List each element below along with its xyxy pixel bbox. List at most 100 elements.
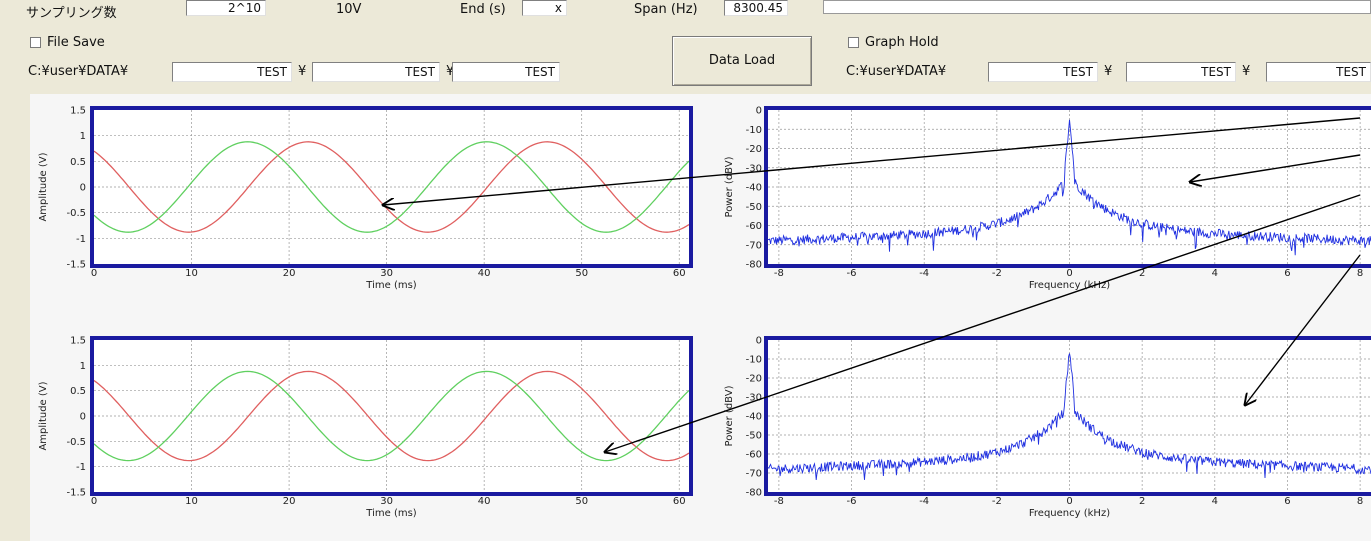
freq-ytick-label: -10 bbox=[746, 125, 762, 136]
freq-ytick-label: -30 bbox=[746, 393, 762, 404]
file-save-sep-1: ¥ bbox=[298, 64, 307, 79]
time-ytick-label: -1.5 bbox=[66, 260, 86, 271]
freq-ytick-label: -80 bbox=[746, 260, 762, 271]
time-xtick-label: 20 bbox=[283, 496, 296, 507]
freq-ytick-label: -60 bbox=[746, 221, 762, 232]
file-save-field-1[interactable]: TEST bbox=[172, 62, 292, 82]
freq-ytick-label: -40 bbox=[746, 412, 762, 423]
data-load-button[interactable]: Data Load bbox=[672, 36, 812, 86]
span-field[interactable]: 8300.45 bbox=[724, 0, 788, 16]
freq-xtick-label: -4 bbox=[919, 496, 929, 507]
time-ytick-label: 1 bbox=[80, 131, 86, 142]
sampling-field[interactable]: 2^10 bbox=[186, 0, 266, 16]
graph-hold-path-label: C:¥user¥DATA¥ bbox=[846, 64, 947, 79]
time-xtick-label: 60 bbox=[673, 268, 686, 279]
time-series-line-1 bbox=[93, 370, 690, 462]
time-ytick-label: 0 bbox=[80, 412, 86, 423]
time-series-line-2 bbox=[93, 370, 690, 462]
freq-series-line bbox=[767, 119, 1371, 256]
sampling-label: サンプリング数 bbox=[26, 6, 117, 21]
graph-hold-checkbox-box[interactable] bbox=[848, 37, 859, 48]
time-ytick-label: 0.5 bbox=[70, 157, 86, 168]
annotation-arrow-3 bbox=[605, 194, 1361, 452]
freq-ylabel: Power (dBV) bbox=[724, 385, 735, 446]
freq-ytick-label: 0 bbox=[756, 106, 762, 117]
end-field[interactable]: x bbox=[522, 0, 567, 16]
time-xtick-label: 30 bbox=[380, 496, 393, 507]
freq-xtick-label: -2 bbox=[992, 268, 1002, 279]
time-xlabel: Time (ms) bbox=[365, 508, 417, 519]
freq-xlabel: Frequency (kHz) bbox=[1029, 508, 1110, 519]
file-save-label: File Save bbox=[47, 35, 105, 50]
file-save-field-2[interactable]: TEST bbox=[312, 62, 440, 82]
freq-ytick-label: -50 bbox=[746, 431, 762, 442]
freq-ytick-label: -40 bbox=[746, 183, 762, 194]
graph-hold-label: Graph Hold bbox=[865, 35, 939, 50]
freq-ytick-label: -70 bbox=[746, 240, 762, 251]
time-xtick-label: 30 bbox=[380, 268, 393, 279]
freq-xtick-label: 2 bbox=[1139, 496, 1145, 507]
time-ytick-label: 1.5 bbox=[70, 106, 86, 117]
freq-xtick-label: 2 bbox=[1139, 268, 1145, 279]
freq-xtick-label: 8 bbox=[1357, 268, 1363, 279]
freq-xtick-label: 0 bbox=[1066, 496, 1072, 507]
time-xlabel: Time (ms) bbox=[365, 280, 417, 291]
time-xtick-label: 40 bbox=[478, 496, 491, 507]
freq-xtick-label: 6 bbox=[1284, 496, 1290, 507]
time-ytick-label: -1 bbox=[76, 462, 86, 473]
time-ytick-label: 1 bbox=[80, 361, 86, 372]
end-label: End (s) bbox=[460, 2, 506, 17]
time-xtick-label: 0 bbox=[91, 496, 97, 507]
time-xtick-label: 60 bbox=[673, 496, 686, 507]
freq-xtick-label: -8 bbox=[774, 496, 784, 507]
freq-xtick-label: 0 bbox=[1066, 268, 1072, 279]
freq-ytick-label: -80 bbox=[746, 488, 762, 499]
time-xtick-label: 0 bbox=[91, 268, 97, 279]
span-label: Span (Hz) bbox=[634, 2, 698, 17]
time-ylabel: Amplitude (V) bbox=[38, 152, 49, 221]
time-xtick-label: 20 bbox=[283, 268, 296, 279]
freq-xtick-label: 4 bbox=[1212, 268, 1218, 279]
time-ytick-label: 1.5 bbox=[70, 336, 86, 347]
annotation-arrow-1 bbox=[383, 117, 1361, 205]
freq-xtick-label: -6 bbox=[847, 268, 857, 279]
time-xtick-label: 40 bbox=[478, 268, 491, 279]
freq-xtick-label: -6 bbox=[847, 496, 857, 507]
freq-xtick-label: -4 bbox=[919, 268, 929, 279]
file-save-field-3[interactable]: TEST bbox=[452, 62, 560, 82]
time-ytick-label: -1.5 bbox=[66, 488, 86, 499]
freq-xtick-label: 8 bbox=[1357, 496, 1363, 507]
freq-ytick-label: -10 bbox=[746, 355, 762, 366]
freq-ytick-label: -20 bbox=[746, 144, 762, 155]
time-plot-frame-2 bbox=[90, 336, 693, 496]
file-save-checkbox[interactable]: File Save bbox=[30, 35, 105, 50]
freq-xtick-label: -8 bbox=[774, 268, 784, 279]
time-ytick-label: -0.5 bbox=[66, 208, 86, 219]
file-save-checkbox-box[interactable] bbox=[30, 37, 41, 48]
freq-ytick-label: -70 bbox=[746, 469, 762, 480]
time-series-line-2 bbox=[93, 141, 690, 233]
time-ytick-label: 0.5 bbox=[70, 386, 86, 397]
graph-hold-field-3[interactable]: TEST bbox=[1266, 62, 1371, 82]
graph-hold-sep-2: ¥ bbox=[1242, 64, 1251, 79]
time-ytick-label: -0.5 bbox=[66, 437, 86, 448]
graph-hold-checkbox[interactable]: Graph Hold bbox=[848, 35, 939, 50]
range-value: 10V bbox=[336, 2, 362, 17]
annotation-arrow-2 bbox=[1190, 154, 1361, 182]
annotation-arrow-4 bbox=[1245, 254, 1361, 405]
time-xtick-label: 10 bbox=[185, 268, 198, 279]
freq-xtick-label: -2 bbox=[992, 496, 1002, 507]
freq-xtick-label: 6 bbox=[1284, 268, 1290, 279]
freq-ytick-label: -20 bbox=[746, 374, 762, 385]
time-xtick-label: 50 bbox=[575, 496, 588, 507]
time-ytick-label: 0 bbox=[80, 183, 86, 194]
freq-xlabel: Frequency (kHz) bbox=[1029, 280, 1110, 291]
graph-hold-field-1[interactable]: TEST bbox=[988, 62, 1098, 82]
freq-plot-frame-2 bbox=[764, 336, 1371, 496]
file-save-path-label: C:¥user¥DATA¥ bbox=[28, 64, 129, 79]
freq-plot-frame-1 bbox=[764, 106, 1371, 268]
graph-hold-sep-1: ¥ bbox=[1104, 64, 1113, 79]
freq-ytick-label: -30 bbox=[746, 163, 762, 174]
graph-hold-field-2[interactable]: TEST bbox=[1126, 62, 1236, 82]
